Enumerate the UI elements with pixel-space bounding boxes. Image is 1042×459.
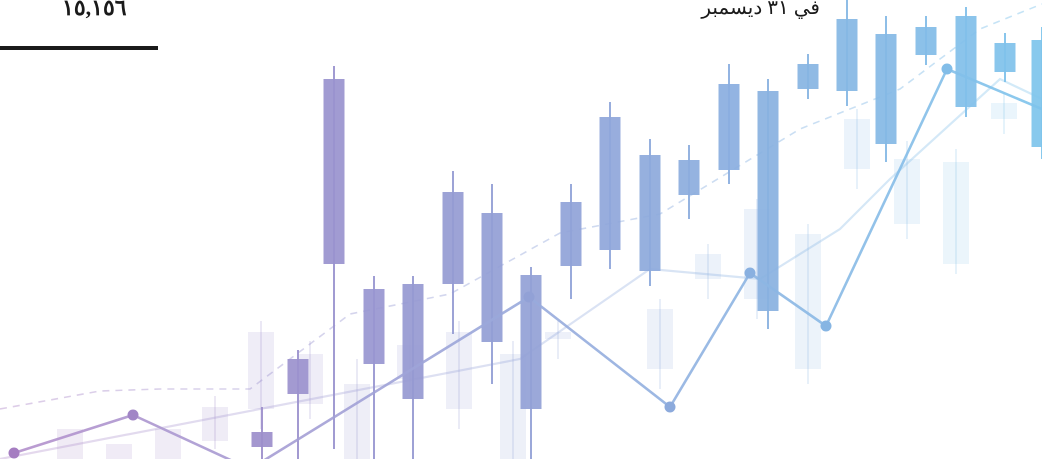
background-candle-9 <box>446 321 472 429</box>
candle-body <box>442 192 464 284</box>
line-point-2 <box>127 409 139 421</box>
dashed-trend-line <box>0 3 1042 410</box>
background-candle-18 <box>943 149 969 274</box>
background-candle-13 <box>695 244 721 299</box>
candle-15 <box>797 54 819 99</box>
line-point-4 <box>523 291 535 303</box>
line-point-6 <box>744 267 756 279</box>
background-candle-19 <box>991 93 1017 134</box>
candle-14 <box>757 79 779 329</box>
candle-body <box>1031 40 1042 147</box>
candle-body <box>718 84 740 170</box>
background-candle-12 <box>647 299 673 389</box>
background-candle-body <box>647 309 673 369</box>
candle-body <box>323 79 345 264</box>
light-line-layer <box>0 77 1042 459</box>
candle-body <box>994 43 1016 72</box>
background-candle-15 <box>795 224 821 384</box>
candle-11 <box>639 139 661 286</box>
candle-body <box>402 284 424 399</box>
candle-body <box>287 359 309 394</box>
candle-10 <box>599 102 621 269</box>
background-candle-body <box>106 444 132 459</box>
background-candle-11 <box>545 321 571 359</box>
candle-body <box>363 289 385 364</box>
candle-16 <box>836 0 858 106</box>
candle-body <box>955 16 977 107</box>
background-candle-body <box>943 162 969 264</box>
dashed-trend-layer <box>0 3 1042 410</box>
candle-1 <box>251 407 273 459</box>
header-divider <box>0 46 158 50</box>
line-point-8 <box>941 63 953 75</box>
candle-3 <box>323 66 345 449</box>
candle-7 <box>481 184 503 384</box>
background-candle-body <box>991 103 1017 119</box>
candle-body <box>836 19 858 91</box>
candle-body <box>639 155 661 271</box>
background-candle-body <box>894 159 920 224</box>
background-candle-3 <box>155 429 181 459</box>
candle-19 <box>955 7 977 117</box>
candle-body <box>251 432 273 447</box>
background-candles-layer <box>57 93 1017 459</box>
background-candle-5 <box>248 321 274 429</box>
background-candle-body <box>248 332 274 409</box>
background-candle-body <box>344 384 370 459</box>
background-candle-4 <box>202 396 228 449</box>
candle-body <box>797 64 819 89</box>
candle-12 <box>678 145 700 219</box>
candle-body <box>678 160 700 195</box>
date-label: في ٣١ ديسمبر <box>701 0 820 19</box>
candle-6 <box>442 171 464 334</box>
candle-21 <box>1031 27 1042 159</box>
candle-body <box>520 275 542 409</box>
total-value: ١٥,١٥٦ <box>62 0 127 20</box>
candle-13 <box>718 64 740 184</box>
candle-body <box>915 27 937 55</box>
strong-line-layer <box>8 63 1042 459</box>
background-candle-2 <box>106 444 132 459</box>
background-candle-body <box>155 429 181 459</box>
background-candle-body <box>795 234 821 369</box>
candle-20 <box>994 33 1016 82</box>
background-candle-body <box>545 332 571 339</box>
candle-body <box>481 213 503 342</box>
candle-18 <box>915 16 937 65</box>
candle-body <box>875 34 897 144</box>
line-point-1 <box>8 447 20 459</box>
candle-4 <box>363 276 385 459</box>
background-candle-16 <box>844 109 870 189</box>
candle-body <box>560 202 582 266</box>
line-point-7 <box>820 320 832 332</box>
candle-body <box>599 117 621 250</box>
background-candle-body <box>844 119 870 169</box>
background-candle-body <box>202 407 228 441</box>
line-point-5 <box>664 401 676 413</box>
candle-body <box>757 91 779 311</box>
candle-9 <box>560 184 582 299</box>
candle-17 <box>875 16 897 162</box>
light-trend-line <box>0 77 1042 459</box>
total-value-block: ١٥,١٥٦ <box>0 0 158 40</box>
